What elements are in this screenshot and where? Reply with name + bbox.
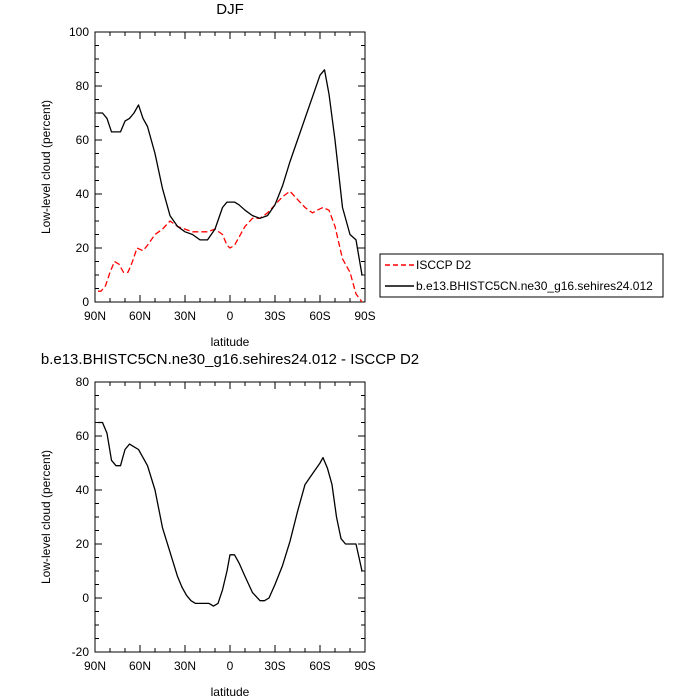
bottom-y-tick-label: 20	[76, 537, 90, 551]
bottom-chart-plot-area: 90N 60N 30N 0 30S 60S 90S -20 0 20 40 60 80	[72, 375, 376, 673]
top-y-tick-label: 100	[69, 25, 89, 39]
bottom-x-tick-label: 90S	[354, 659, 375, 673]
top-x-tick-label: 0	[227, 309, 234, 323]
top-y-tick-label: 80	[76, 79, 90, 93]
top-chart-y-axis-label: Low-level cloud (percent)	[39, 100, 53, 234]
top-chart-legend: ISCCP D2 b.e13.BHISTC5CN.ne30_g16.sehire…	[379, 253, 664, 298]
bottom-y-tick-label: 60	[76, 429, 90, 443]
bottom-x-tick-label: 30N	[174, 659, 196, 673]
bottom-x-tick-label: 90N	[84, 659, 106, 673]
bottom-chart: b.e13.BHISTC5CN.ne30_g16.sehires24.012 -…	[39, 351, 419, 699]
bottom-x-tick-label: 60N	[129, 659, 151, 673]
top-chart-plot-area: 90N 60N 30N 0 30S 60S 90S 0 20 40 60 80 100	[69, 25, 376, 323]
top-y-tick-label: 40	[76, 187, 90, 201]
legend-frame	[379, 253, 664, 298]
top-x-tick-label: 30S	[264, 309, 285, 323]
bottom-chart-y-axis-label: Low-level cloud (percent)	[39, 450, 53, 584]
top-x-tick-label: 90S	[354, 309, 375, 323]
top-x-tick-label: 60N	[129, 309, 151, 323]
bottom-x-tick-label: 60S	[309, 659, 330, 673]
bottom-y-tick-label: -20	[72, 645, 90, 659]
legend-label-isccp: ISCCP D2	[416, 258, 471, 272]
bottom-y-tick-label: 40	[76, 483, 90, 497]
bottom-x-tick-label: 0	[227, 659, 234, 673]
bottom-y-tick-label: 80	[76, 375, 90, 389]
top-y-tick-label: 20	[76, 241, 90, 255]
top-series-line-1	[98, 69, 363, 276]
bottom-chart-x-axis-label: latitude	[211, 685, 250, 699]
legend-label-model: b.e13.BHISTC5CN.ne30_g16.sehires24.012	[416, 279, 653, 293]
top-series-line-0	[98, 190, 363, 303]
top-x-tick-label: 60S	[309, 309, 330, 323]
top-y-tick-label: 60	[76, 133, 90, 147]
top-chart-x-axis-label: latitude	[211, 335, 250, 349]
bottom-plot-frame	[94, 381, 366, 653]
bottom-x-tick-label: 30S	[264, 659, 285, 673]
top-x-tick-label: 90N	[84, 309, 106, 323]
bottom-series-line-0	[98, 421, 363, 607]
top-chart: DJF Low-level cloud (percent) latitude 9…	[39, 1, 664, 349]
top-chart-title: DJF	[216, 1, 244, 18]
bottom-y-tick-label: 0	[82, 591, 89, 605]
bottom-chart-title: b.e13.BHISTC5CN.ne30_g16.sehires24.012 -…	[41, 351, 419, 368]
top-y-tick-label: 0	[82, 295, 89, 309]
top-x-tick-label: 30N	[174, 309, 196, 323]
